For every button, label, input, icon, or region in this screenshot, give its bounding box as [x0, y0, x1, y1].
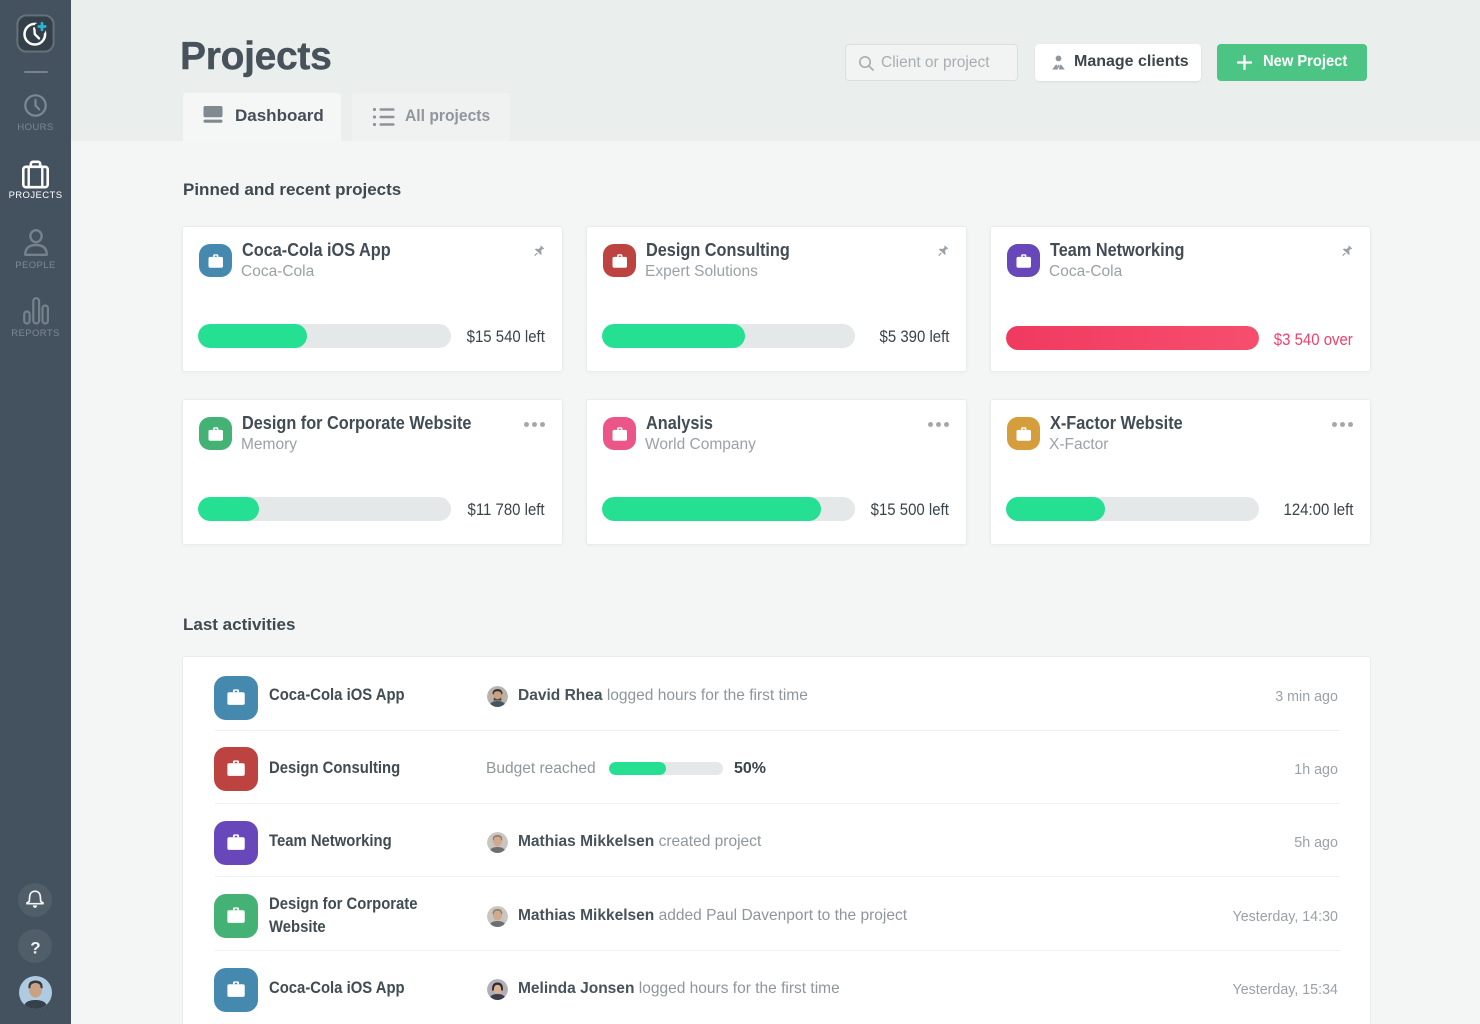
svg-text:?: ? — [30, 939, 40, 958]
